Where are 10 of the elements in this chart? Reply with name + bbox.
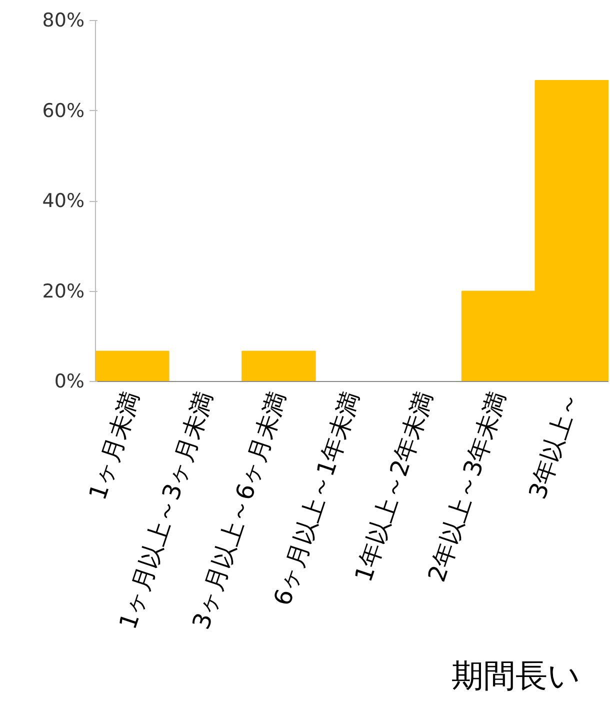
x-tick-label: 1ヶ月未満	[83, 388, 146, 504]
x-tick-label: 3年以上～	[523, 388, 586, 503]
y-tick-label: 0%	[54, 370, 85, 392]
y-tick-label: 40%	[42, 190, 85, 212]
bar	[242, 350, 316, 382]
y-tick-label: 80%	[42, 10, 85, 32]
y-tick-label: 20%	[42, 280, 85, 302]
y-tick-label: 60%	[42, 100, 85, 122]
text: 期間長い	[451, 656, 580, 694]
bar	[96, 350, 170, 382]
